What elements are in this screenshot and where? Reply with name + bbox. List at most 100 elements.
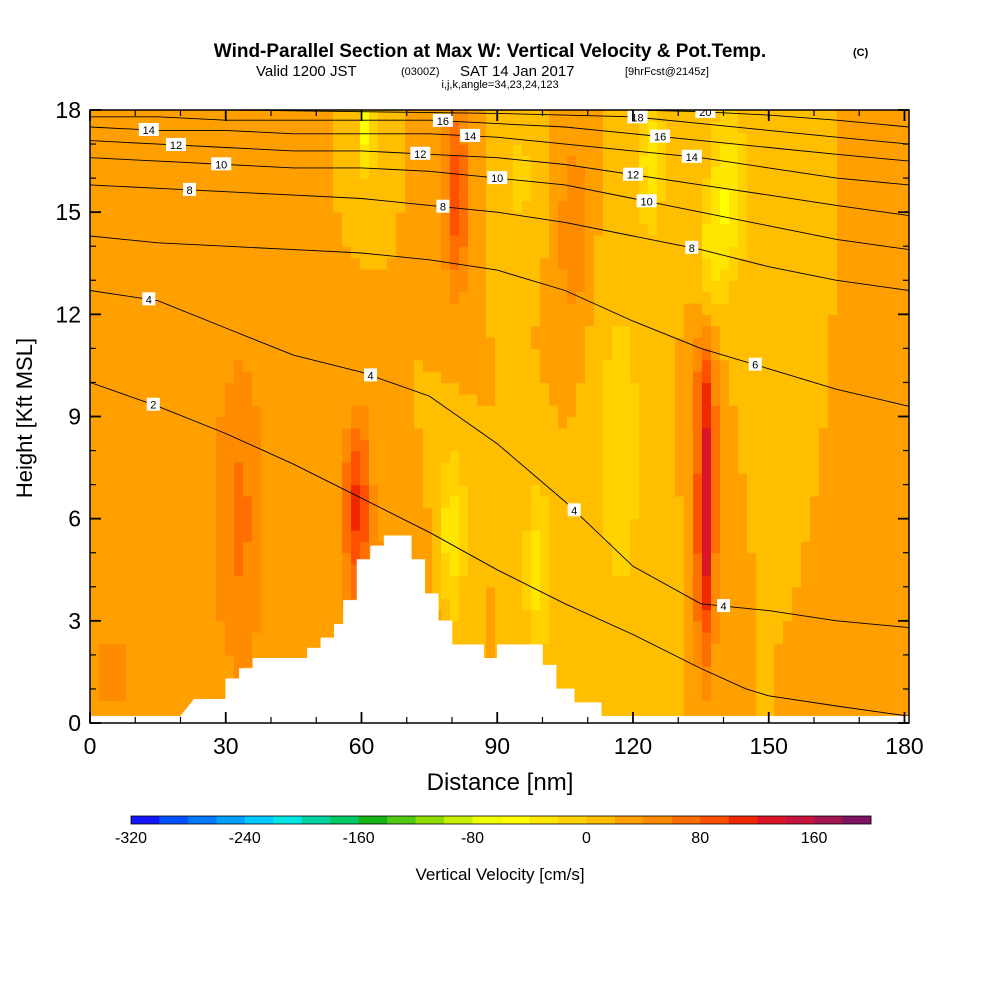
velocity-cell [657,484,667,497]
velocity-cell [774,484,784,497]
velocity-cell [756,473,766,486]
velocity-cell [216,461,226,474]
velocity-cell [900,257,909,270]
velocity-cell [801,507,811,520]
velocity-cell [711,564,721,577]
velocity-cell [756,552,766,565]
velocity-cell [801,700,811,713]
velocity-cell [369,348,379,361]
velocity-cell [819,246,829,259]
velocity-cell [504,495,514,508]
velocity-cell [99,314,109,327]
velocity-cell [315,484,325,497]
velocity-cell [414,291,424,304]
velocity-cell [765,302,775,315]
velocity-cell [585,507,595,520]
velocity-cell [819,552,829,565]
velocity-cell [612,121,622,134]
velocity-cell [351,337,361,349]
velocity-cell [765,110,775,122]
velocity-cell [297,359,307,372]
velocity-cell [189,337,199,349]
velocity-cell [792,632,802,645]
velocity-cell [783,598,793,611]
velocity-cell [882,212,892,225]
velocity-cell [315,575,325,588]
velocity-cell [747,337,757,349]
velocity-cell [270,132,280,145]
velocity-cell [837,439,847,452]
velocity-cell [99,700,109,713]
velocity-cell [810,246,820,259]
velocity-cell [477,461,487,474]
velocity-cell [738,518,748,531]
subtitle-indices: i,j,k,angle=34,23,24,123 [441,79,558,91]
velocity-cell [531,280,541,293]
velocity-cell [846,552,856,565]
velocity-cell [819,484,829,497]
velocity-cell [819,541,829,554]
velocity-cell [864,359,874,372]
velocity-cell [171,155,181,168]
isentrope-label-bg [460,128,481,142]
velocity-cell [90,461,100,474]
velocity-cell [225,450,235,463]
velocity-cell [684,688,694,701]
velocity-cell [351,484,361,497]
velocity-cell [720,314,730,327]
velocity-cell [774,189,784,202]
velocity-cell [522,507,532,520]
velocity-cell [729,654,739,667]
velocity-cell [810,666,820,679]
velocity-cell [243,144,253,157]
velocity-cell [639,643,649,656]
velocity-cell [135,359,145,372]
velocity-cell [225,484,235,497]
velocity-cell [657,609,667,622]
velocity-cell [225,291,235,304]
velocity-cell [333,405,343,418]
velocity-cell [441,586,451,599]
velocity-cell [198,121,208,134]
velocity-cell [585,416,595,429]
velocity-cell [594,654,604,667]
velocity-cell [171,530,181,542]
velocity-cell [369,121,379,134]
velocity-cell [432,212,442,225]
velocity-cell [495,450,505,463]
velocity-cell [171,575,181,588]
velocity-cell [117,473,127,486]
velocity-cell [765,268,775,281]
velocity-cell [180,280,190,293]
velocity-cell [234,643,244,656]
velocity-cell [117,393,127,406]
velocity-cell [306,359,316,372]
velocity-cell [117,246,127,259]
velocity-cell [729,552,739,565]
velocity-cell [243,393,253,406]
velocity-cell [792,586,802,599]
velocity-cell [684,359,694,372]
velocity-cell [711,654,721,667]
velocity-cell [738,348,748,361]
velocity-cell [900,234,909,247]
velocity-cell [198,302,208,315]
velocity-cell [783,541,793,554]
velocity-cell [495,439,505,452]
velocity-cell [180,461,190,474]
velocity-cell [306,609,316,622]
vertical-velocity-field [90,110,909,723]
velocity-cell [243,178,253,191]
velocity-cell [171,223,181,236]
velocity-cell [234,325,244,338]
velocity-cell [756,541,766,554]
velocity-cell [117,405,127,418]
velocity-cell [216,564,226,577]
velocity-cell [531,291,541,304]
velocity-cell [288,314,298,327]
velocity-cell [171,427,181,440]
velocity-cell [315,552,325,565]
velocity-cell [603,302,613,315]
velocity-cell [576,530,586,542]
velocity-cell [189,234,199,247]
